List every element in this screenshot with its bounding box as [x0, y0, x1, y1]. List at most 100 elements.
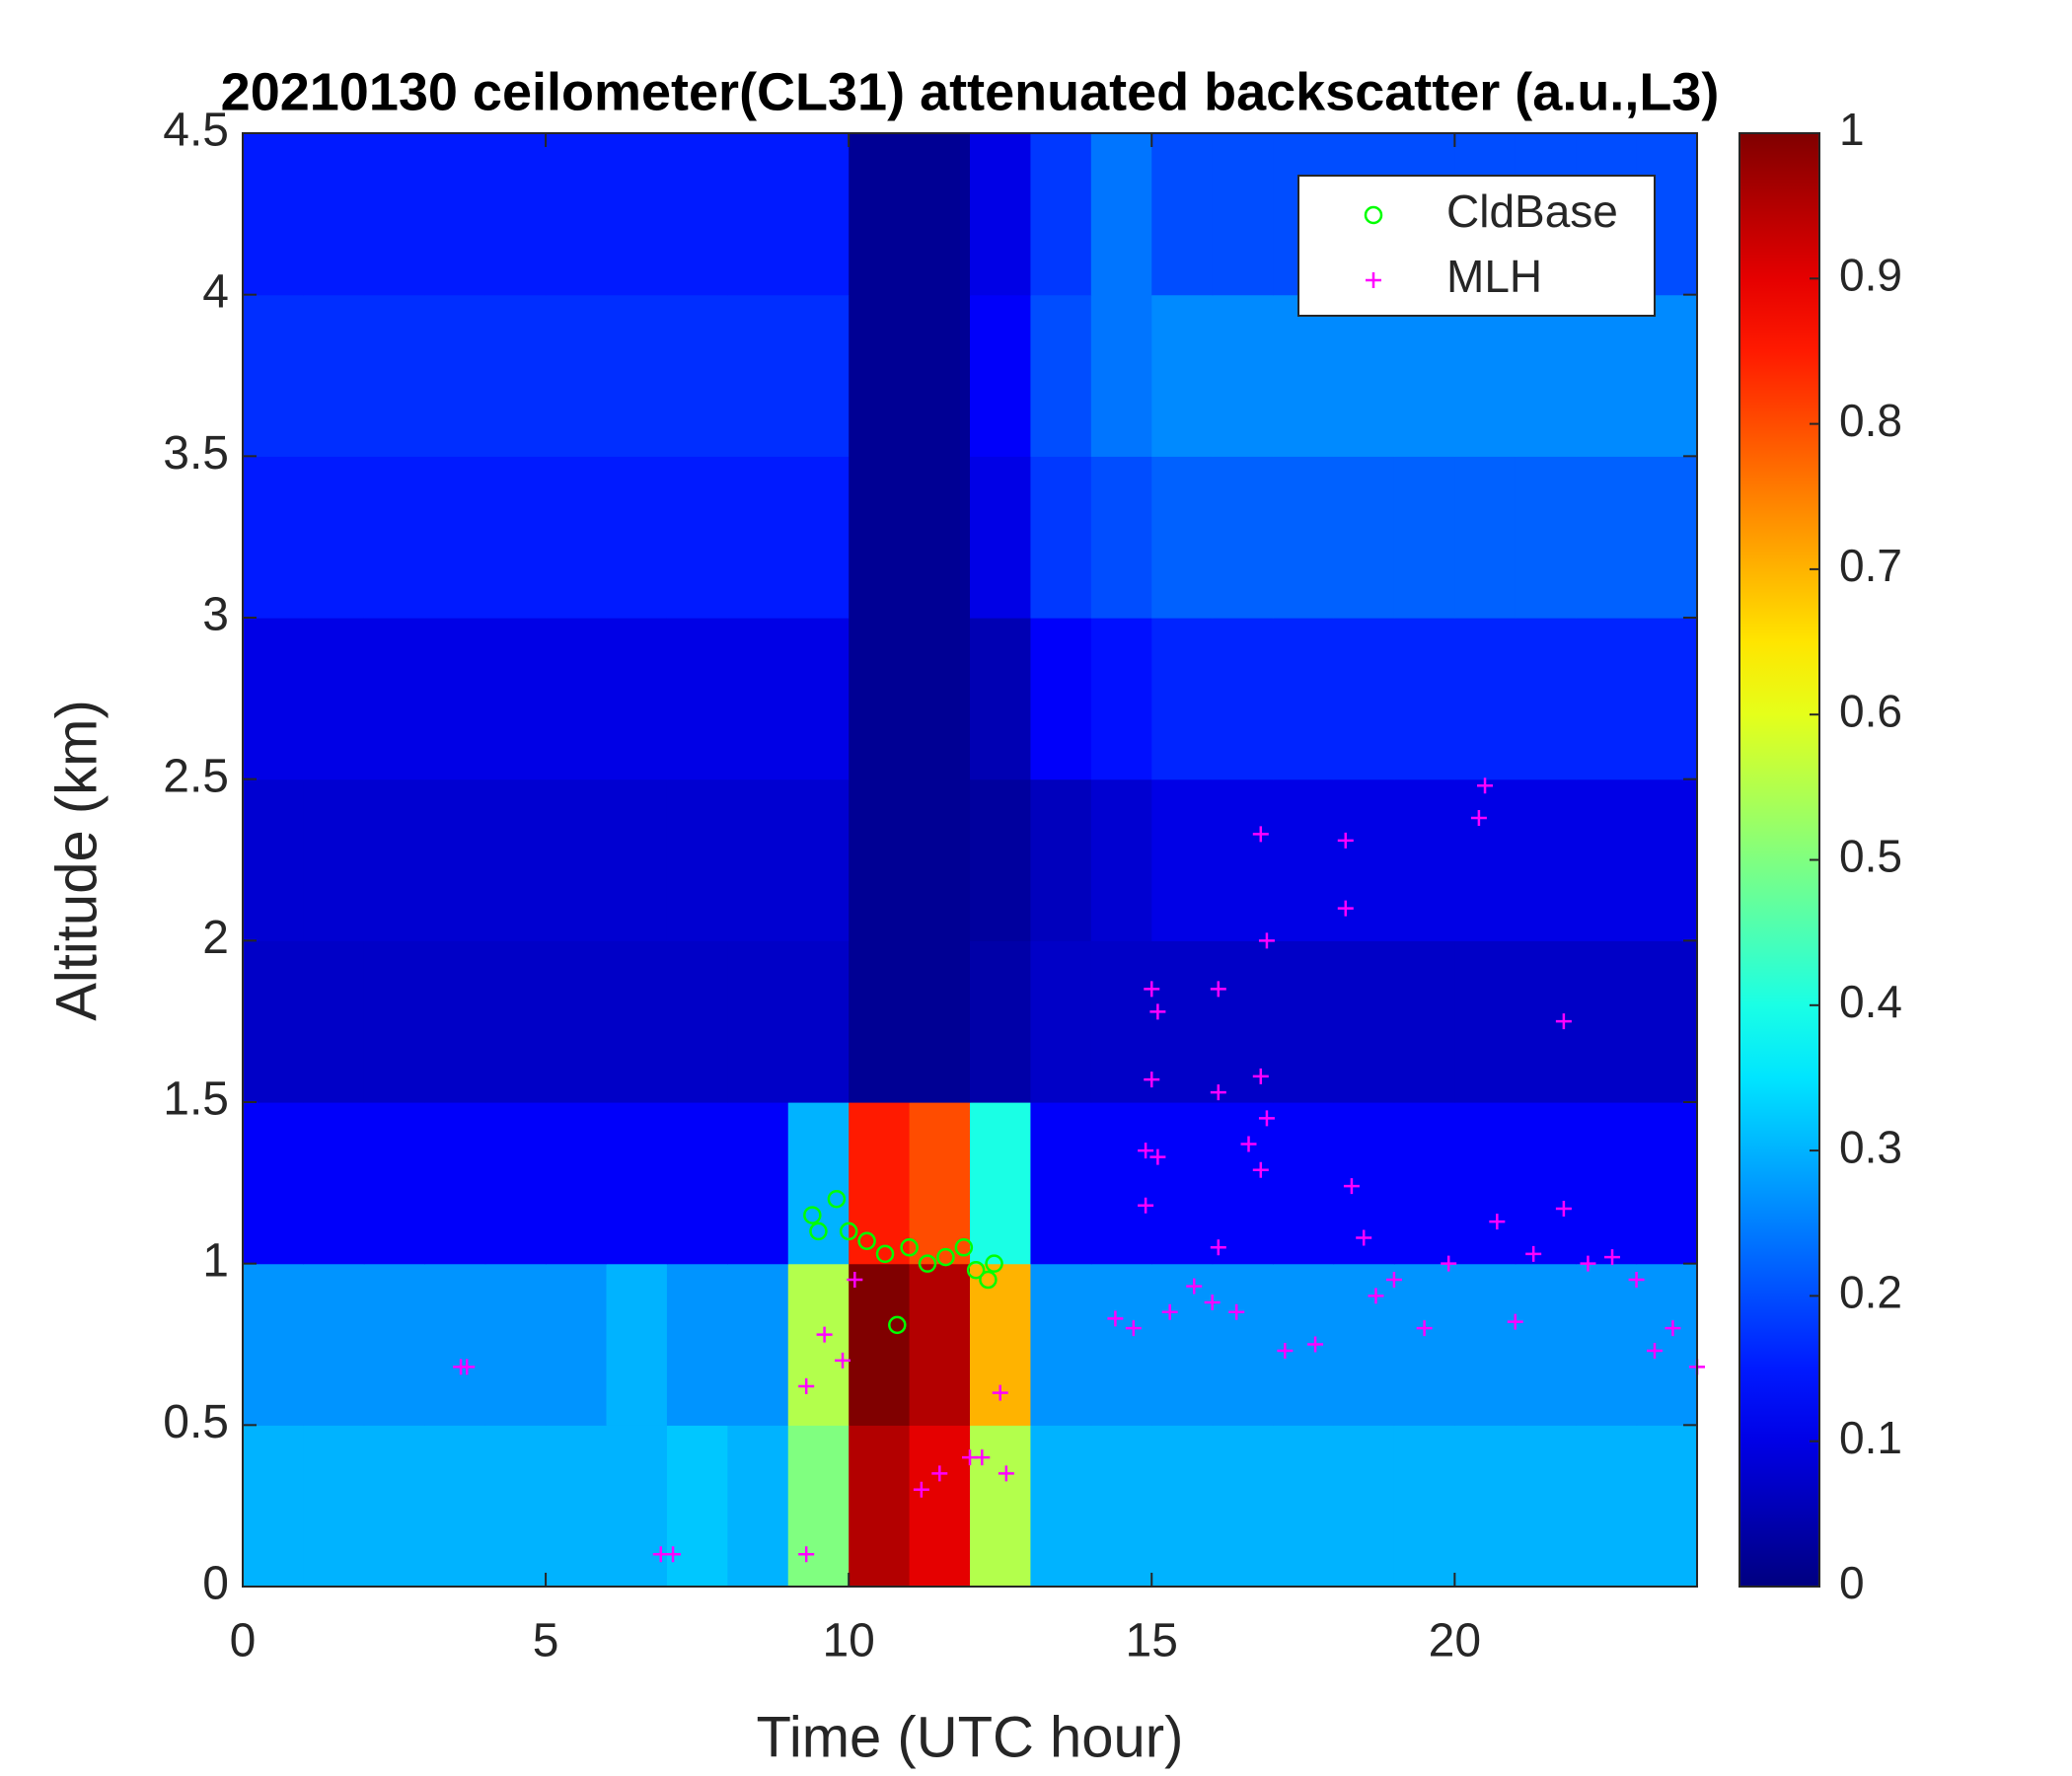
heatmap-cell	[1393, 1263, 1455, 1426]
heatmap-cell	[1212, 294, 1274, 457]
mlh-point	[1144, 981, 1160, 998]
mlh-point	[1555, 1013, 1572, 1030]
heatmap-cell	[484, 133, 547, 296]
heatmap-cell	[909, 456, 971, 619]
heatmap-cell	[1393, 294, 1455, 457]
heatmap-cell	[546, 1102, 608, 1265]
mlh-point	[1477, 777, 1494, 794]
heatmap-cell	[303, 1102, 365, 1265]
y-tick-label: 4	[202, 265, 229, 318]
mlh-point	[1125, 1320, 1142, 1337]
x-axis-label: Time (UTC hour)	[757, 1705, 1184, 1769]
heatmap-cell	[484, 1263, 547, 1426]
heatmap-cell	[1454, 1263, 1517, 1426]
mlh-point	[1416, 1320, 1433, 1337]
colorbar-tick-label: 0	[1839, 1557, 1865, 1608]
x-tick-label: 0	[230, 1615, 257, 1667]
heatmap-cell	[1151, 778, 1214, 941]
mlh-point	[835, 1352, 851, 1369]
heatmap-cell	[727, 778, 789, 941]
heatmap-cell	[546, 1425, 608, 1588]
heatmap-cell	[606, 1102, 668, 1265]
heatmap-cell	[546, 133, 608, 296]
heatmap-cell	[849, 456, 911, 619]
heatmap-cell	[1454, 1102, 1517, 1265]
heatmap-cell	[1636, 456, 1698, 619]
heatmap-cell	[1333, 294, 1395, 457]
heatmap-cell	[970, 294, 1032, 457]
heatmap-cell	[1454, 940, 1517, 1103]
mlh-point	[1228, 1303, 1245, 1320]
cloud-base-point	[966, 1260, 986, 1280]
heatmap-cell	[243, 1425, 305, 1588]
heatmap-cell	[303, 778, 365, 941]
heatmap-cell	[606, 1263, 668, 1426]
heatmap-cell	[666, 778, 728, 941]
heatmap-cell	[1030, 133, 1092, 296]
heatmap-cell	[1454, 778, 1517, 941]
mlh-point	[1138, 1143, 1154, 1159]
mlh-point	[931, 1465, 948, 1482]
heatmap-cell	[970, 1425, 1032, 1588]
heatmap-cell	[484, 778, 547, 941]
heatmap-cell	[787, 1425, 850, 1588]
heatmap-cell	[1576, 456, 1638, 619]
mlh-point	[1240, 1136, 1257, 1152]
heatmap-cell	[970, 618, 1032, 780]
heatmap-cell	[1212, 1102, 1274, 1265]
heatmap-cell	[787, 294, 850, 457]
heatmap-cell	[1515, 618, 1577, 780]
cloud-base-point	[839, 1221, 858, 1241]
heatmap-cell	[1636, 618, 1698, 780]
legend-label: CldBase	[1446, 185, 1618, 237]
colorbar-tick-label: 0.3	[1839, 1121, 1902, 1172]
mlh-point	[1161, 1303, 1178, 1320]
heatmap-cell	[484, 1425, 547, 1588]
heatmap-cell	[970, 778, 1032, 941]
heatmap-cell	[1636, 778, 1698, 941]
heatmap-cell	[909, 1425, 971, 1588]
y-tick-label: 2.5	[163, 750, 229, 802]
y-tick-label: 4.5	[163, 105, 229, 157]
heatmap-cell	[970, 456, 1032, 619]
y-tick-label: 1.5	[163, 1073, 229, 1126]
colorbar-tick-label: 0.9	[1839, 249, 1902, 300]
heatmap-cell	[1273, 456, 1335, 619]
heatmap-cell	[1273, 1425, 1335, 1588]
y-tick-label: 0	[202, 1558, 229, 1610]
heatmap-cell	[1454, 1425, 1517, 1588]
heatmap-cell	[1393, 778, 1455, 941]
mlh-point	[1107, 1310, 1124, 1327]
mlh-point	[1489, 1214, 1506, 1230]
heatmap-cell	[970, 1263, 1032, 1426]
heatmap-cell	[727, 456, 789, 619]
heatmap-cell	[1333, 778, 1395, 941]
mlh-point	[1580, 1255, 1596, 1272]
cloud-base-point	[936, 1247, 955, 1267]
mlh-point	[1258, 1110, 1275, 1127]
heatmap-cell	[1454, 456, 1517, 619]
heatmap-cell	[1393, 1102, 1455, 1265]
heatmap-cell	[243, 456, 305, 619]
mlh-point	[816, 1326, 833, 1343]
mlh-point	[1210, 1239, 1226, 1256]
heatmap-cell	[1090, 940, 1152, 1103]
heatmap-cell	[424, 1425, 486, 1588]
heatmap-cell	[727, 618, 789, 780]
heatmap-cell	[546, 456, 608, 619]
heatmap-cell	[909, 618, 971, 780]
heatmap-cell	[1454, 294, 1517, 457]
mlh-point	[998, 1465, 1014, 1482]
mlh-point	[1356, 1229, 1372, 1246]
mlh-point	[1186, 1278, 1203, 1295]
heatmap-cell	[727, 1263, 789, 1426]
heatmap-cell	[1333, 618, 1395, 780]
heatmap-cell	[484, 618, 547, 780]
heatmap-cell	[243, 1263, 305, 1426]
heatmap-cell	[424, 456, 486, 619]
y-tick-label: 1	[202, 1234, 229, 1287]
heatmap-cell	[1576, 618, 1638, 780]
mlh-point	[1252, 826, 1269, 843]
heatmap-cell	[666, 618, 728, 780]
mlh-point	[1441, 1255, 1457, 1272]
